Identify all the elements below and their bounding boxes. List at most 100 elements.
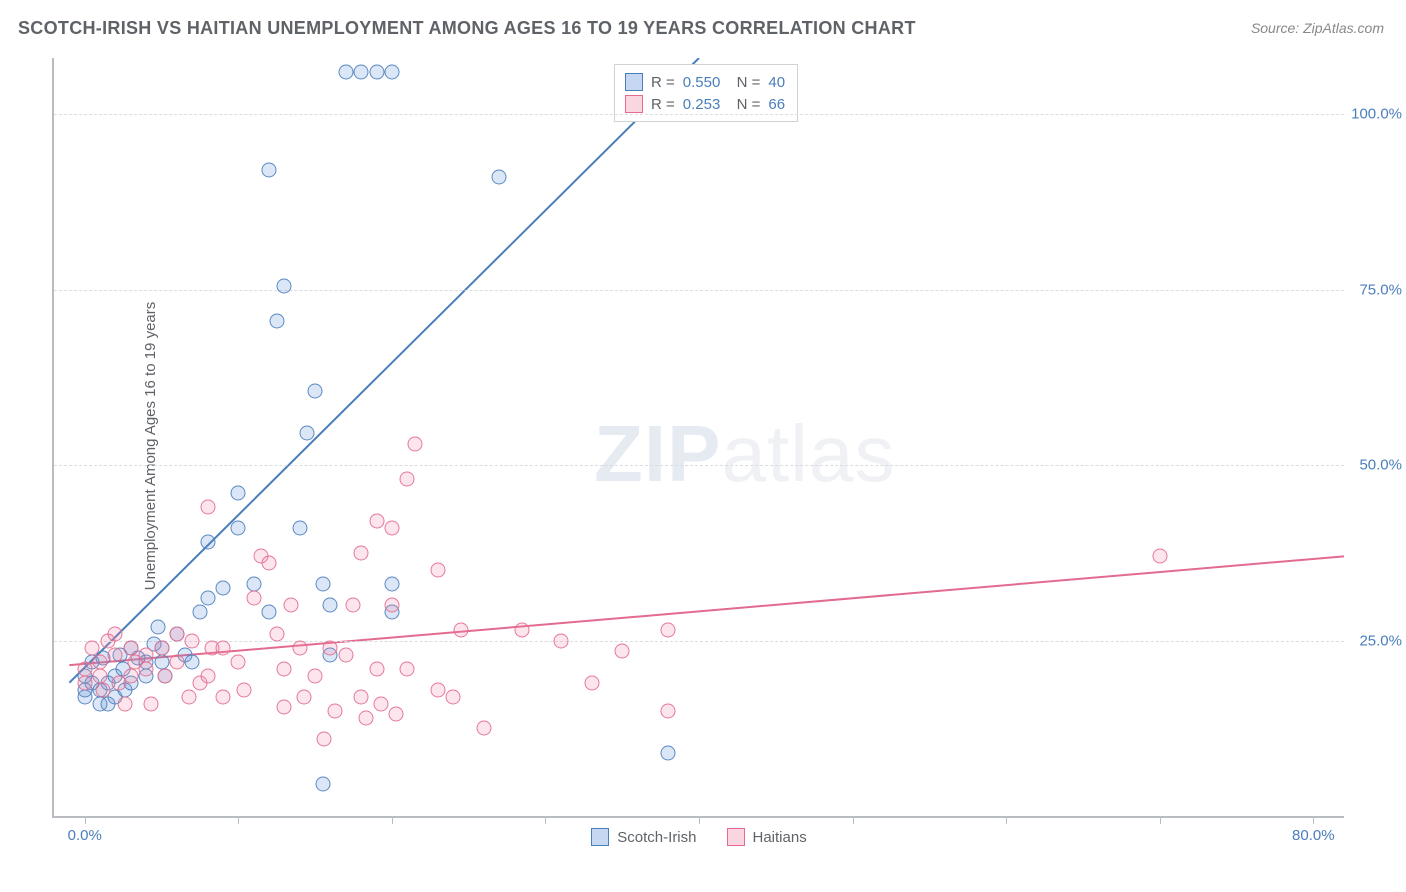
data-point [300, 426, 315, 441]
data-point [328, 703, 343, 718]
data-point [123, 668, 138, 683]
data-point [85, 640, 100, 655]
data-point [369, 65, 384, 80]
data-point [430, 682, 445, 697]
data-point [77, 661, 92, 676]
data-point [374, 696, 389, 711]
data-point [369, 661, 384, 676]
plot-area: ZIPatlas R = 0.550 N = 40R = 0.253 N = 6… [52, 58, 1344, 818]
data-point [283, 598, 298, 613]
legend-swatch [727, 828, 745, 846]
data-point [661, 623, 676, 638]
data-point [354, 545, 369, 560]
data-point [369, 514, 384, 529]
x-tick [1313, 816, 1314, 824]
x-tick [699, 816, 700, 824]
legend-series-label: Scotch-Irish [617, 829, 696, 846]
legend-r-value: 0.550 [683, 74, 721, 91]
data-point [446, 689, 461, 704]
gridline [54, 641, 1344, 642]
data-point [151, 619, 166, 634]
gridline [54, 290, 1344, 291]
data-point [430, 563, 445, 578]
legend-series-label: Haitians [753, 829, 807, 846]
data-point [139, 647, 154, 662]
x-tick [853, 816, 854, 824]
data-point [215, 580, 230, 595]
data-point [185, 633, 200, 648]
gridline [54, 465, 1344, 466]
data-point [400, 472, 415, 487]
data-point [492, 170, 507, 185]
data-point [384, 521, 399, 536]
data-point [93, 654, 108, 669]
data-point [584, 675, 599, 690]
data-point [246, 591, 261, 606]
x-tick [85, 816, 86, 824]
data-point [308, 384, 323, 399]
x-tick [545, 816, 546, 824]
legend-r-label: R = [651, 74, 675, 91]
legend-n-label: N = [728, 74, 760, 91]
data-point [246, 577, 261, 592]
x-tick-label: 80.0% [1292, 827, 1335, 844]
data-point [354, 689, 369, 704]
data-point [215, 640, 230, 655]
legend-n-label: N = [728, 96, 760, 113]
data-point [117, 696, 132, 711]
legend-item: Scotch-Irish [591, 828, 696, 846]
data-point [384, 65, 399, 80]
data-point [77, 675, 92, 690]
data-point [384, 598, 399, 613]
legend-row: R = 0.253 N = 66 [625, 93, 785, 115]
data-point [292, 521, 307, 536]
data-point [200, 591, 215, 606]
x-tick [1006, 816, 1007, 824]
legend-r-value: 0.253 [683, 96, 721, 113]
data-point [143, 696, 158, 711]
data-point [200, 500, 215, 515]
chart-container: SCOTCH-IRISH VS HAITIAN UNEMPLOYMENT AMO… [0, 0, 1406, 892]
data-point [297, 689, 312, 704]
data-point [154, 640, 169, 655]
data-point [308, 668, 323, 683]
legend-swatch [625, 73, 643, 91]
data-point [407, 437, 422, 452]
y-tick-label: 75.0% [1359, 281, 1402, 298]
x-tick [238, 816, 239, 824]
data-point [200, 535, 215, 550]
data-point [338, 65, 353, 80]
chart-title: SCOTCH-IRISH VS HAITIAN UNEMPLOYMENT AMO… [18, 18, 916, 39]
data-point [237, 682, 252, 697]
data-point [615, 644, 630, 659]
data-point [154, 654, 169, 669]
data-point [515, 623, 530, 638]
data-point [269, 314, 284, 329]
legend-n-value: 66 [768, 96, 785, 113]
data-point [323, 598, 338, 613]
data-point [231, 521, 246, 536]
data-point [93, 668, 108, 683]
watermark-atlas: atlas [721, 409, 895, 498]
data-point [315, 577, 330, 592]
data-point [192, 605, 207, 620]
data-point [169, 654, 184, 669]
data-point [661, 745, 676, 760]
data-point [317, 731, 332, 746]
data-point [292, 640, 307, 655]
data-point [169, 626, 184, 641]
data-point [277, 661, 292, 676]
legend-swatch [625, 95, 643, 113]
data-point [323, 640, 338, 655]
data-point [477, 721, 492, 736]
y-tick-label: 100.0% [1351, 106, 1402, 123]
data-point [269, 626, 284, 641]
data-point [389, 707, 404, 722]
legend-item: Haitians [727, 828, 807, 846]
x-tick [1160, 816, 1161, 824]
data-point [346, 598, 361, 613]
data-point [661, 703, 676, 718]
x-tick [392, 816, 393, 824]
legend-n-value: 40 [768, 74, 785, 91]
source-attribution: Source: ZipAtlas.com [1251, 20, 1384, 36]
